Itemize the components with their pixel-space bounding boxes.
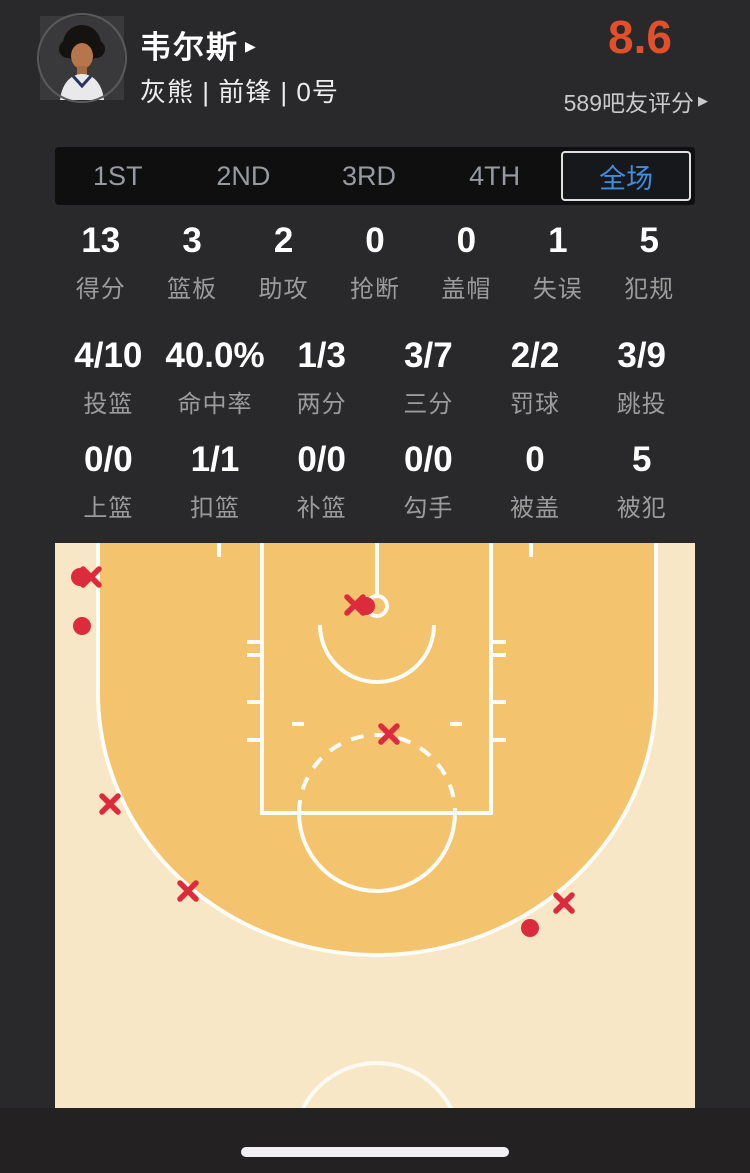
stat-label: 扣篮 [190,495,240,522]
avatar-ring [37,13,127,103]
shot-marks-layer [71,566,575,937]
stat-cell-跳投: 3/9 跳投 [588,337,695,419]
stat-label: 投篮 [83,391,134,418]
lane-hash-left [247,640,262,742]
stat-value: 3/7 [404,336,453,375]
fan-rating-link[interactable]: 589吧友评分 ▶ [564,84,708,118]
quarter-tab-bar: 1ST 2ND 3RD 4TH 全场 [55,147,695,205]
player-team-position: 灰熊 | 前锋 | 0号 [140,77,339,107]
stat-value: 5 [639,221,659,260]
made-shot-dot [357,597,375,615]
stat-value: 13 [81,221,121,260]
stat-value: 5 [631,440,652,479]
stat-cell-上篮: 0/0 上篮 [55,441,162,523]
missed-shot-x [177,880,199,902]
home-indicator-bar[interactable] [241,1147,509,1157]
stat-value: 3/9 [617,336,667,375]
stat-value: 0 [525,440,545,479]
stat-cell-补篮: 0/0 补篮 [268,441,375,523]
free-throw-circle-solid [297,812,457,893]
stat-cell-得分: 13 得分 [55,222,146,304]
stat-label: 助攻 [258,276,309,303]
player-name-text: 韦尔斯 [140,30,239,65]
missed-shot-x [80,566,102,588]
stat-label: 跳投 [616,391,667,418]
stat-label: 得分 [75,276,126,303]
stats-row-shooting: 4/10 投篮 40.0% 命中率 1/3 两分 3/7 三分 2/2 罚球 3/9 跳投 [55,337,695,419]
rating-score: 8.6 [608,11,672,63]
stat-value: 0 [365,221,385,260]
stat-label: 两分 [296,391,347,418]
lane-hash-right [491,640,506,742]
missed-shot-x [378,723,400,745]
stat-value: 3 [182,221,202,260]
baseline-ticks [217,543,533,557]
stat-label: 勾手 [403,495,454,522]
shot-chart-court [55,543,695,1173]
restricted-area-arc [318,624,436,684]
player-avatar[interactable] [37,13,127,103]
stat-label: 罚球 [510,391,561,418]
shot-chart [55,543,695,1173]
stat-cell-犯规: 5 犯规 [604,222,695,304]
tab-3rd[interactable]: 3RD [341,160,396,191]
stat-value: 40.0% [165,336,265,375]
stat-cell-命中率: 40.0% 命中率 [162,337,269,419]
stat-cell-三分: 3/7 三分 [375,337,482,419]
chevron-right-icon: ▶ [698,93,708,108]
stat-value: 1 [548,221,568,260]
missed-shot-x [553,892,575,914]
stat-label: 被犯 [616,495,667,522]
tab-4th[interactable]: 4TH [469,160,521,191]
stat-label: 被盖 [510,495,561,522]
stat-cell-扣篮: 1/1 扣篮 [162,441,269,523]
stat-cell-两分: 1/3 两分 [268,337,375,419]
court-floor-inside-arc [98,543,656,955]
stat-value: 4/10 [74,336,143,375]
stat-cell-篮板: 3 篮板 [146,222,237,304]
stat-cell-被盖: 0 被盖 [482,441,589,523]
made-shot-dot [73,617,91,635]
tab-2nd[interactable]: 2ND [216,160,271,191]
stat-label: 补篮 [296,495,347,522]
stat-cell-失误: 1 失误 [512,222,603,304]
stat-value: 1/3 [297,336,346,375]
chevron-right-icon: ▶ [245,37,258,54]
stat-value: 2 [273,221,294,260]
stat-label: 命中率 [177,391,253,418]
stat-label: 篮板 [167,276,218,303]
tab-1st[interactable]: 1ST [93,160,143,191]
stat-cell-抢断: 0 抢断 [329,222,420,304]
stat-cell-被犯: 5 被犯 [588,441,695,523]
stat-value: 0/0 [84,440,133,479]
bottom-strip [0,1108,750,1173]
stats-row-basic: 13 得分 3 篮板 2 助攻 0 抢断 0 盖帽 1 失误 5 犯规 [55,222,695,304]
stat-label: 抢断 [349,276,400,303]
stat-value: 0/0 [404,440,453,479]
stat-cell-罚球: 2/2 罚球 [482,337,589,419]
fan-rating-text: 589吧友评分 [563,90,694,116]
stat-value: 1/1 [190,440,240,479]
stat-cell-投篮: 4/10 投篮 [55,337,162,419]
stat-cell-盖帽: 0 盖帽 [421,222,512,304]
player-name[interactable]: 韦尔斯 ▶ [140,22,258,67]
stat-value: 0 [456,221,477,260]
court-lines [96,543,658,1173]
stat-label: 失误 [532,276,583,303]
stat-label: 上篮 [83,495,134,522]
stat-label: 三分 [403,391,454,418]
stat-label: 盖帽 [441,276,492,303]
lane-lines [260,543,493,815]
stat-cell-勾手: 0/0 勾手 [375,441,482,523]
missed-shot-x [99,793,121,815]
stats-row-shot-types: 0/0 上篮 1/1 扣篮 0/0 补篮 0/0 勾手 0 被盖 5 被犯 [55,441,695,523]
stat-value: 0/0 [297,440,346,479]
stat-value: 2/2 [510,336,560,375]
three-point-line [96,543,658,957]
stat-label: 犯规 [624,276,675,303]
stat-cell-助攻: 2 助攻 [238,222,329,304]
made-shot-dot [521,919,539,937]
tab-全场[interactable]: 全场 [561,151,691,201]
free-throw-circle-dashed [297,733,457,814]
